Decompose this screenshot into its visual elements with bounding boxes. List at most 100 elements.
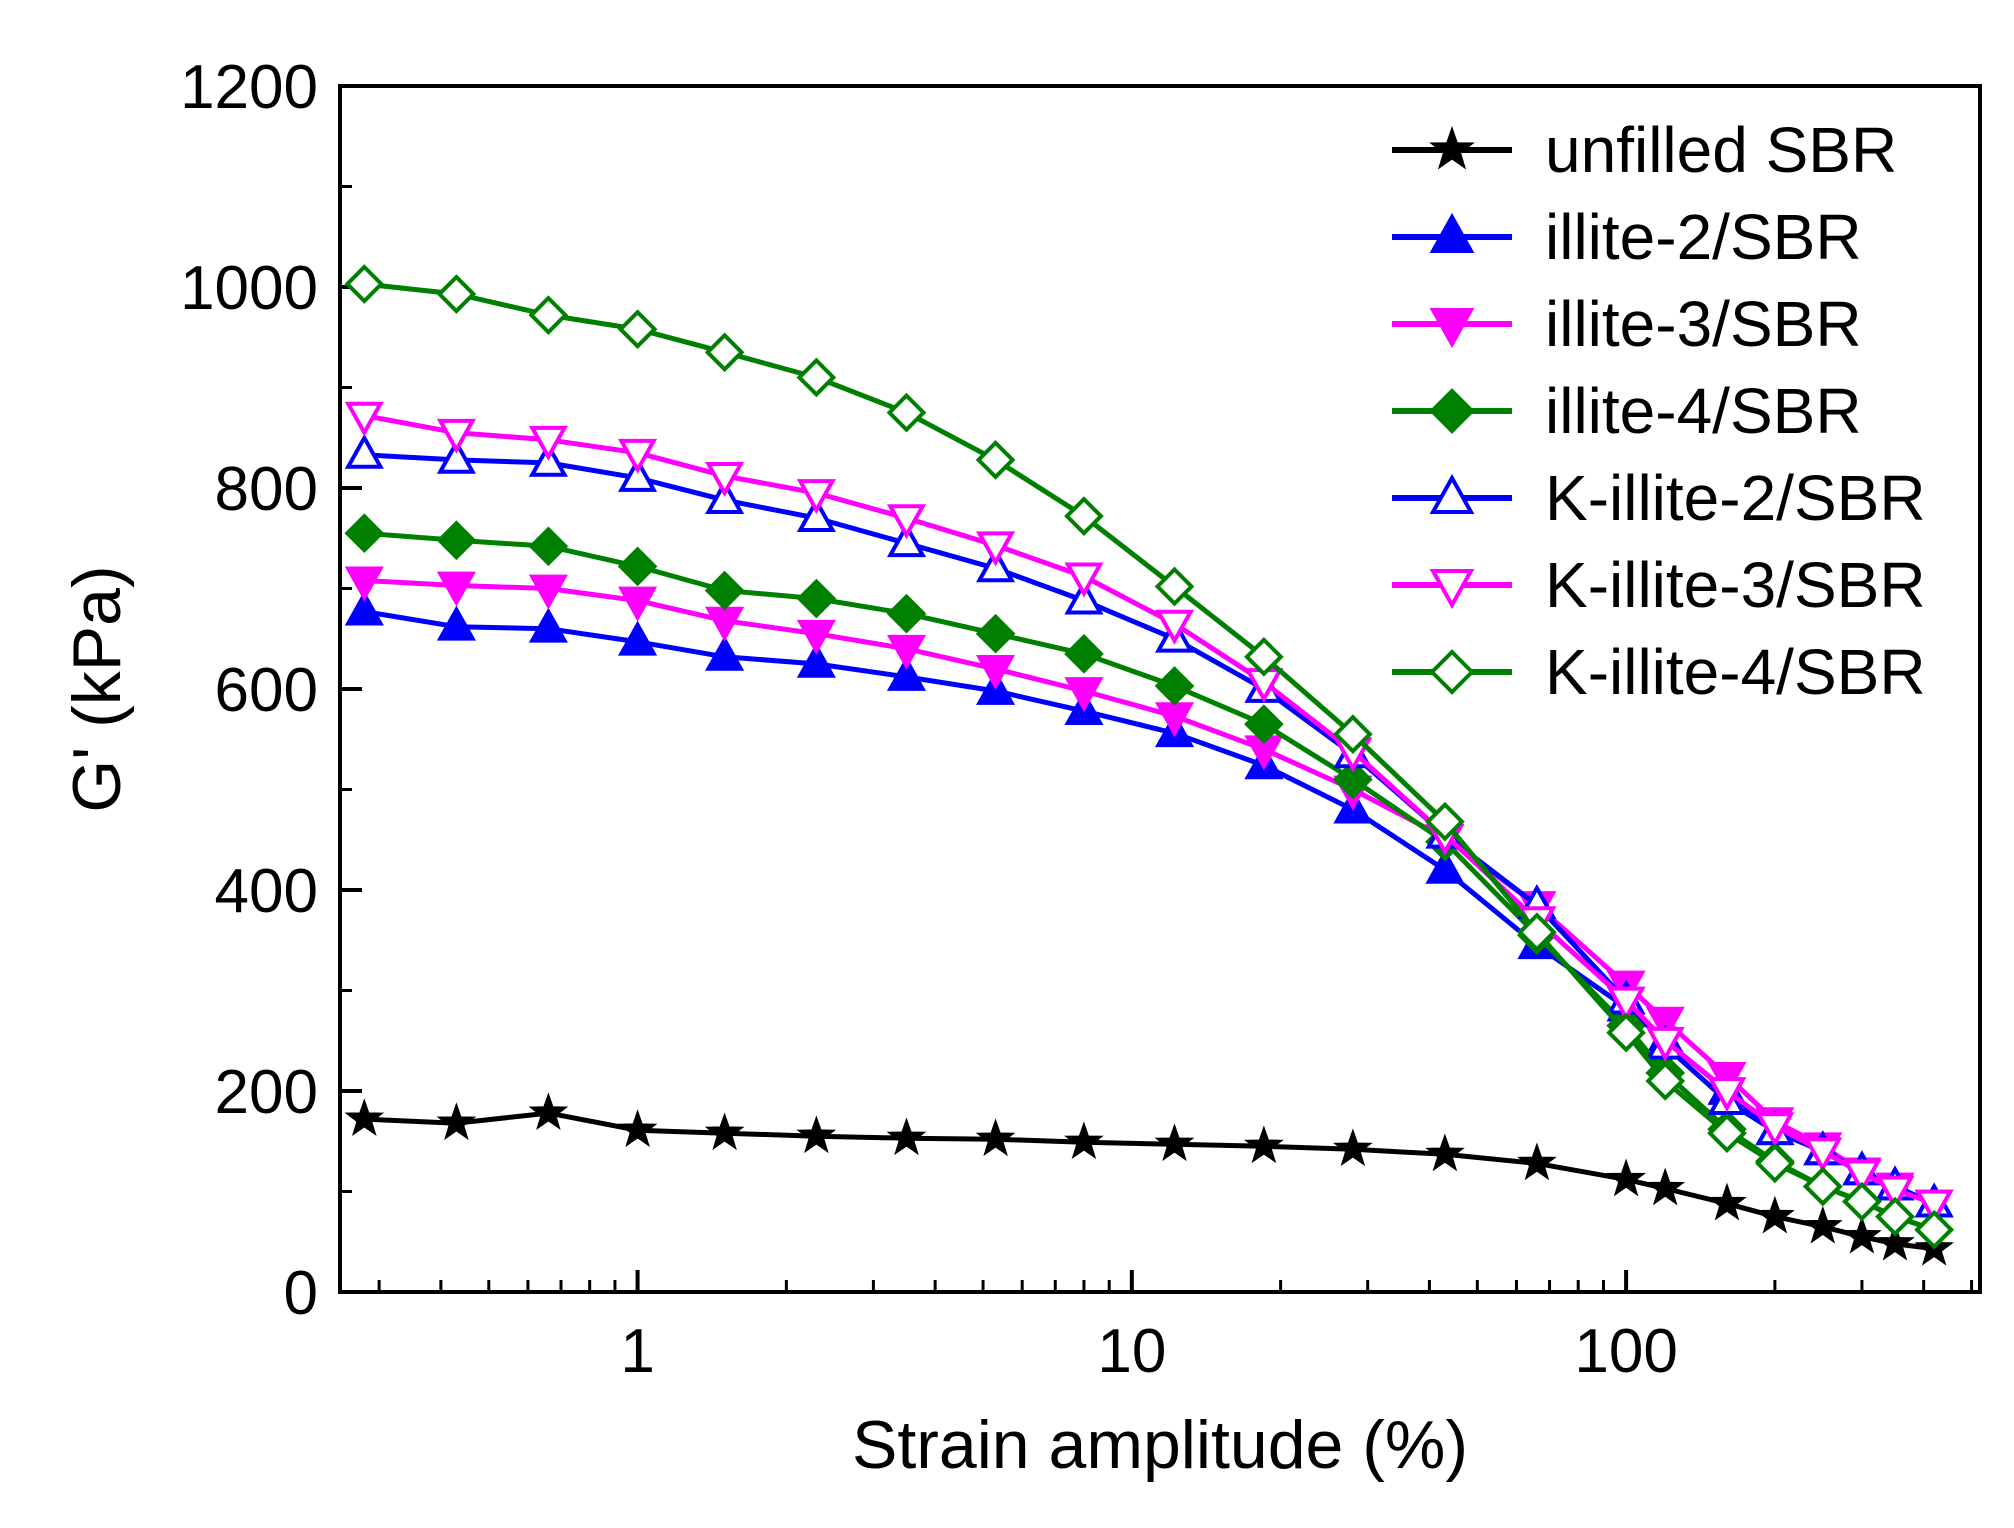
data-point (796, 619, 836, 655)
y-tick-label: 800 (215, 455, 318, 524)
data-point (796, 578, 837, 619)
data-point (344, 264, 385, 304)
data-point (1803, 1137, 1843, 1173)
data-point (705, 462, 745, 498)
series-line (364, 281, 1935, 1233)
data-point (617, 546, 658, 587)
data-point (1333, 1128, 1373, 1167)
data-point (1244, 704, 1284, 745)
data-point (1333, 759, 1373, 800)
data-point (796, 642, 836, 678)
x-tick-label: 1 (620, 1317, 654, 1386)
legend-item: K-illite-3/SBR (1392, 549, 1926, 621)
legend-label: unfilled SBR (1545, 114, 1897, 186)
data-point (1707, 1113, 1747, 1154)
data-point (975, 1118, 1016, 1157)
series-k-illite-4-sbr (344, 264, 1954, 1250)
data-point (1425, 848, 1465, 884)
data-point (436, 438, 476, 474)
data-point (436, 1102, 477, 1141)
data-point (1429, 473, 1475, 514)
data-point (886, 1117, 927, 1156)
legend-item: illite-2/SBR (1392, 201, 1862, 273)
data-point (528, 425, 568, 461)
data-point (975, 613, 1016, 654)
data-point (1755, 1195, 1795, 1234)
data-point (1755, 1112, 1795, 1148)
data-point (1425, 801, 1465, 842)
legend-label: K-illite-3/SBR (1545, 549, 1926, 621)
data-point (1645, 1006, 1685, 1042)
data-point (1429, 649, 1475, 695)
data-point (1333, 714, 1373, 755)
data-point (436, 520, 477, 561)
data-point (618, 586, 658, 622)
data-point (1154, 1123, 1195, 1162)
data-point (1875, 1196, 1915, 1237)
data-point (344, 433, 384, 469)
legend-label: illite-4/SBR (1545, 375, 1862, 447)
data-point (1842, 1159, 1882, 1195)
data-point (1064, 496, 1104, 536)
data-point (344, 590, 384, 626)
x-tick-label: 10 (1097, 1317, 1166, 1386)
data-point (1064, 562, 1104, 598)
data-point (344, 513, 385, 554)
data-point (886, 634, 927, 670)
data-point (1707, 1077, 1747, 1113)
data-point (1244, 637, 1284, 677)
data-point (1802, 1166, 1843, 1207)
data-point (1645, 1167, 1686, 1206)
data-point (796, 357, 837, 398)
data-point (344, 566, 384, 602)
legend: unfilled SBR illite-2/SBR illite-3/SBR illi… (1392, 114, 1926, 708)
data-point (1517, 912, 1557, 953)
legend-label: K-illite-2/SBR (1545, 462, 1926, 534)
data-point (344, 401, 384, 437)
data-point (344, 1098, 385, 1137)
data-point (528, 574, 568, 610)
data-point (436, 418, 476, 454)
y-tick-label: 200 (215, 1058, 318, 1127)
data-point (1429, 212, 1475, 253)
data-point (1244, 1125, 1284, 1164)
data-point (704, 332, 745, 373)
y-tick-label: 0 (284, 1259, 318, 1328)
data-point (1707, 1182, 1747, 1221)
data-point (886, 392, 927, 433)
data-point (1802, 1205, 1843, 1244)
data-point (975, 440, 1016, 480)
data-point (528, 526, 569, 567)
data-point (617, 1109, 658, 1148)
data-point (436, 605, 476, 641)
data-point (1606, 1012, 1646, 1053)
series-line (364, 1110, 1935, 1252)
data-point (886, 593, 927, 634)
data-point (1517, 1142, 1557, 1181)
data-point (1425, 1133, 1465, 1172)
data-point (886, 655, 927, 691)
data-point (796, 1115, 837, 1154)
y-tick-label: 1200 (180, 53, 318, 122)
data-point (1606, 1158, 1647, 1197)
y-tick-label: 400 (215, 857, 318, 926)
series-line (363, 413, 1936, 1206)
data-point (1154, 609, 1195, 645)
data-point (704, 1112, 745, 1151)
axes: 0 200 400 600 800 1000 1200 1 10 100 (180, 53, 1982, 1386)
series-unfilled-sbr (344, 1092, 1954, 1266)
data-point (704, 570, 745, 611)
legend-label: illite-3/SBR (1545, 288, 1862, 360)
legend-item: unfilled SBR (1392, 114, 1897, 186)
data-point (976, 531, 1016, 567)
data-point (705, 478, 745, 514)
data-point (1429, 308, 1475, 349)
data-point (1875, 1222, 1915, 1261)
y-axis-title: G' (kPa) (59, 565, 135, 812)
data-point (528, 295, 569, 335)
series-line (364, 578, 1936, 1206)
data-point (1842, 1215, 1882, 1254)
data-point (1645, 1026, 1685, 1062)
